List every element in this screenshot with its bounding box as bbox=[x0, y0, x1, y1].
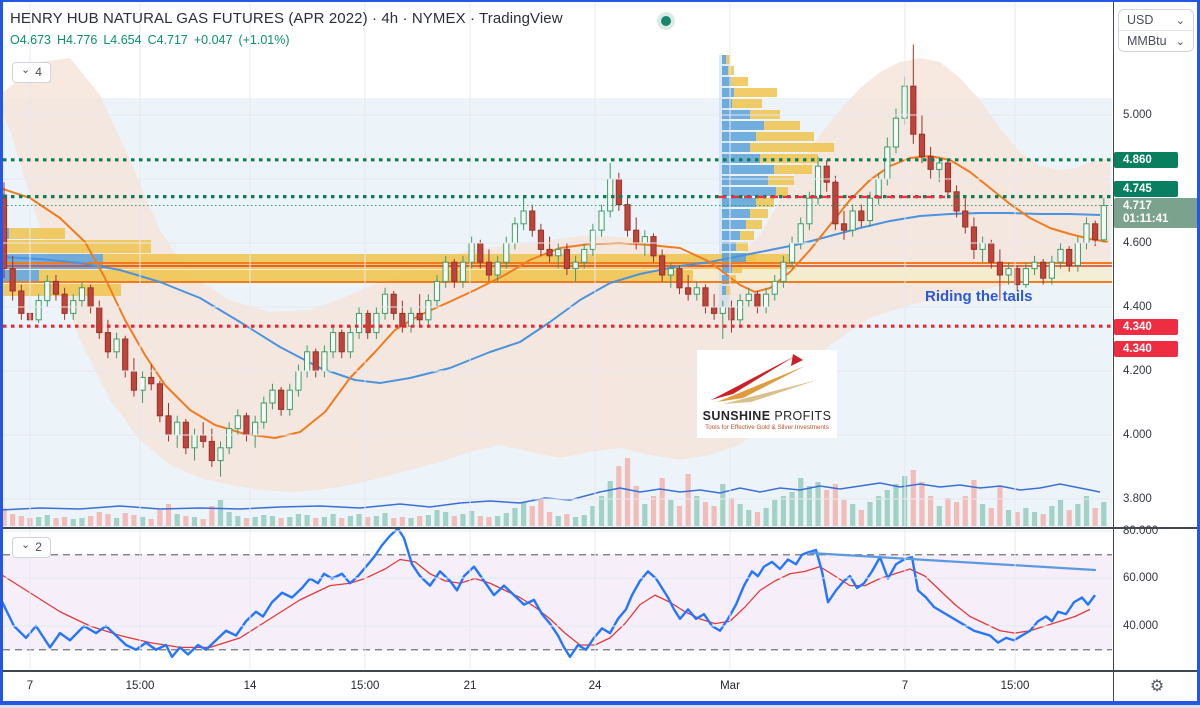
price-level-badge[interactable]: 4.745 bbox=[1114, 181, 1178, 197]
main-pane-indicator-count: 4 bbox=[35, 65, 42, 79]
time-axis[interactable]: 7 15:00 14 15:00 21 24 Mar 7 15:00 bbox=[0, 671, 1200, 702]
logo-arrows-icon bbox=[711, 354, 817, 404]
chevron-down-icon: ⌄ bbox=[21, 64, 31, 76]
price-axis-label: 40.000 bbox=[1123, 620, 1159, 632]
ohlc-legend: O4.673 H4.776 L4.654 C4.717 +0.047 (+1.01%) bbox=[10, 33, 296, 47]
time-axis-label: 7 bbox=[26, 679, 34, 692]
price-level-badge[interactable]: 4.860 bbox=[1114, 152, 1178, 168]
stoch-pane-indicator-count: 2 bbox=[35, 540, 42, 554]
logo-title: SUNSHINE PROFITS bbox=[702, 409, 832, 423]
price-axis-label: 4.600 bbox=[1123, 237, 1152, 249]
currency-value: USD bbox=[1127, 13, 1154, 27]
chevron-down-icon: ⌄ bbox=[1175, 14, 1185, 27]
logo-tagline: Tools for Effective Gold & Silver Invest… bbox=[705, 424, 829, 431]
ohlc-change-pct: (+1.01%) bbox=[238, 33, 290, 47]
current-price-badge[interactable]: 4.717 01:11:41 bbox=[1114, 198, 1199, 228]
time-axis-label: 15:00 bbox=[1000, 679, 1030, 692]
ohlc-high: H4.776 bbox=[57, 33, 98, 47]
chart-focus-border-bottom bbox=[0, 701, 1200, 705]
ohlc-change: +0.047 bbox=[193, 33, 233, 47]
chart-title: HENRY HUB NATURAL GAS FUTURES (APR 2022)… bbox=[10, 10, 563, 27]
price-axis-label: 3.800 bbox=[1123, 493, 1152, 505]
price-axis-label: 60.000 bbox=[1123, 572, 1159, 584]
main-pane-collapse-button[interactable]: ⌄ 4 bbox=[12, 62, 51, 83]
ohlc-low: L4.654 bbox=[103, 33, 142, 47]
price-axis[interactable]: 5.000 4.600 4.400 4.200 4.000 3.800 80.000 60.0… bbox=[1113, 0, 1200, 702]
axis-divider bbox=[0, 670, 1200, 672]
unit-value: MMBtu bbox=[1127, 34, 1167, 48]
currency-dropdown[interactable]: USD ⌄ bbox=[1119, 10, 1193, 30]
window-edge bbox=[0, 705, 1200, 708]
settings-gear-icon[interactable]: ⚙ bbox=[1149, 678, 1165, 695]
price-axis-label: 5.000 bbox=[1123, 109, 1152, 121]
time-axis-label: 21 bbox=[463, 679, 477, 692]
chart-focus-border-top bbox=[0, 0, 1200, 2]
time-axis-label: 7 bbox=[901, 679, 909, 692]
unit-dropdown[interactable]: MMBtu ⌄ bbox=[1119, 30, 1193, 51]
connection-status-icon[interactable] bbox=[657, 12, 675, 30]
price-level-badge[interactable]: 4.340 bbox=[1114, 341, 1178, 357]
axis-unit-controls: USD ⌄ MMBtu ⌄ bbox=[1118, 9, 1194, 52]
ohlc-open: O4.673 bbox=[10, 33, 52, 47]
ohlc-close: C4.717 bbox=[147, 33, 188, 47]
sunshine-profits-logo: SUNSHINE PROFITS Tools for Effective Gol… bbox=[697, 350, 837, 438]
chevron-down-icon: ⌄ bbox=[1175, 35, 1185, 48]
chevron-down-icon: ⌄ bbox=[21, 539, 31, 551]
riding-the-tails-annotation[interactable]: Riding the tails bbox=[925, 288, 1033, 305]
chart-focus-border-right bbox=[1197, 0, 1200, 708]
price-axis-label: 4.400 bbox=[1123, 301, 1152, 313]
price-axis-label: 4.000 bbox=[1123, 429, 1152, 441]
time-axis-label: 14 bbox=[243, 679, 257, 692]
stoch-pane-collapse-button[interactable]: ⌄ 2 bbox=[12, 537, 51, 558]
time-axis-label: Mar bbox=[720, 679, 740, 692]
chart-focus-border-left bbox=[0, 0, 3, 708]
time-axis-label: 24 bbox=[588, 679, 602, 692]
price-level-badge[interactable]: 4.340 bbox=[1114, 319, 1178, 335]
time-axis-label: 15:00 bbox=[350, 679, 380, 692]
pane-divider[interactable] bbox=[0, 527, 1200, 529]
time-axis-label: 15:00 bbox=[125, 679, 155, 692]
price-axis-label: 4.200 bbox=[1123, 365, 1152, 377]
